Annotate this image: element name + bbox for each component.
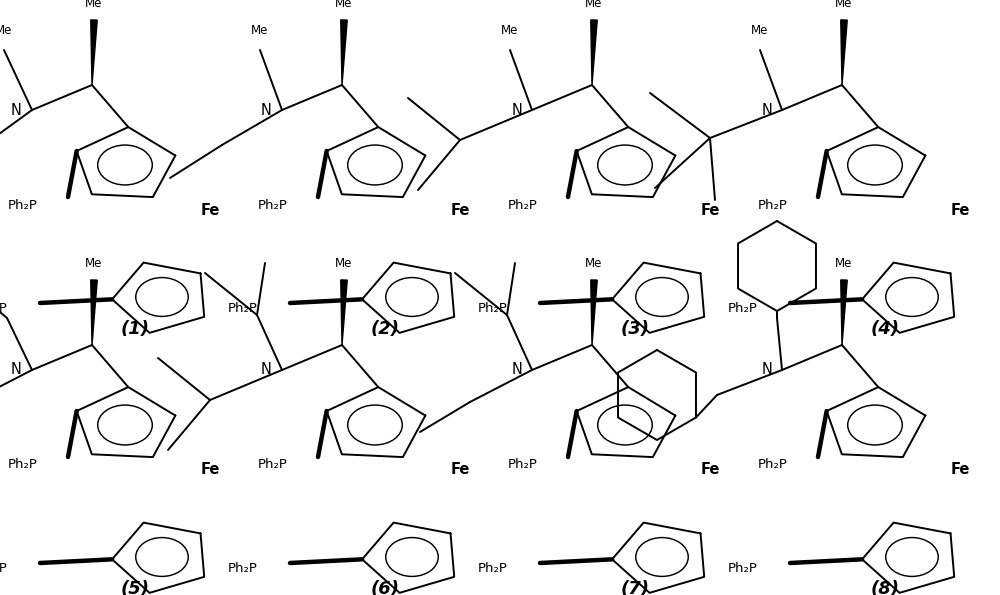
- Text: Fe: Fe: [200, 202, 220, 218]
- Text: Me: Me: [501, 24, 519, 37]
- Text: N: N: [261, 102, 272, 117]
- Text: Me: Me: [85, 257, 103, 270]
- Text: Me: Me: [585, 0, 603, 10]
- Text: (5): (5): [120, 580, 150, 595]
- Text: Ph₂P: Ph₂P: [728, 302, 758, 315]
- Text: Me: Me: [835, 0, 853, 10]
- Text: Fe: Fe: [200, 462, 220, 478]
- Text: N: N: [261, 362, 272, 377]
- Polygon shape: [91, 280, 97, 345]
- Text: Ph₂P: Ph₂P: [8, 199, 38, 211]
- Text: (7): (7): [620, 580, 650, 595]
- Text: (6): (6): [370, 580, 400, 595]
- Text: (2): (2): [370, 320, 400, 338]
- Text: N: N: [511, 362, 522, 377]
- Text: N: N: [11, 362, 22, 377]
- Text: Ph₂P: Ph₂P: [228, 302, 258, 315]
- Text: Ph₂P: Ph₂P: [508, 459, 538, 471]
- Text: Ph₂P: Ph₂P: [478, 562, 508, 575]
- Text: Ph₂P: Ph₂P: [508, 199, 538, 211]
- Text: N: N: [11, 102, 22, 117]
- Text: Ph₂P: Ph₂P: [758, 199, 788, 211]
- Text: (8): (8): [870, 580, 900, 595]
- Text: Me: Me: [335, 257, 353, 270]
- Text: Fe: Fe: [950, 462, 970, 478]
- Text: Ph₂P: Ph₂P: [8, 459, 38, 471]
- Text: Ph₂P: Ph₂P: [478, 302, 508, 315]
- Polygon shape: [841, 280, 847, 345]
- Text: Me: Me: [751, 24, 769, 37]
- Text: Ph₂P: Ph₂P: [0, 562, 8, 575]
- Text: (4): (4): [870, 320, 900, 338]
- Text: Me: Me: [835, 257, 853, 270]
- Text: Ph₂P: Ph₂P: [758, 459, 788, 471]
- Text: Me: Me: [85, 0, 103, 10]
- Polygon shape: [591, 280, 597, 345]
- Text: Ph₂P: Ph₂P: [228, 562, 258, 575]
- Polygon shape: [841, 20, 847, 85]
- Text: Ph₂P: Ph₂P: [728, 562, 758, 575]
- Text: Me: Me: [335, 0, 353, 10]
- Polygon shape: [591, 20, 597, 85]
- Text: Ph₂P: Ph₂P: [258, 459, 288, 471]
- Text: N: N: [761, 102, 772, 117]
- Text: Me: Me: [0, 24, 13, 37]
- Text: Fe: Fe: [950, 202, 970, 218]
- Polygon shape: [341, 280, 347, 345]
- Text: Ph₂P: Ph₂P: [258, 199, 288, 211]
- Text: Fe: Fe: [700, 462, 720, 478]
- Text: Fe: Fe: [700, 202, 720, 218]
- Text: N: N: [511, 102, 522, 117]
- Text: (3): (3): [620, 320, 650, 338]
- Text: Me: Me: [251, 24, 269, 37]
- Text: Me: Me: [585, 257, 603, 270]
- Text: N: N: [761, 362, 772, 377]
- Polygon shape: [341, 20, 347, 85]
- Polygon shape: [91, 20, 97, 85]
- Text: Fe: Fe: [450, 462, 470, 478]
- Text: (1): (1): [120, 320, 150, 338]
- Text: Fe: Fe: [450, 202, 470, 218]
- Text: Ph₂P: Ph₂P: [0, 302, 8, 315]
